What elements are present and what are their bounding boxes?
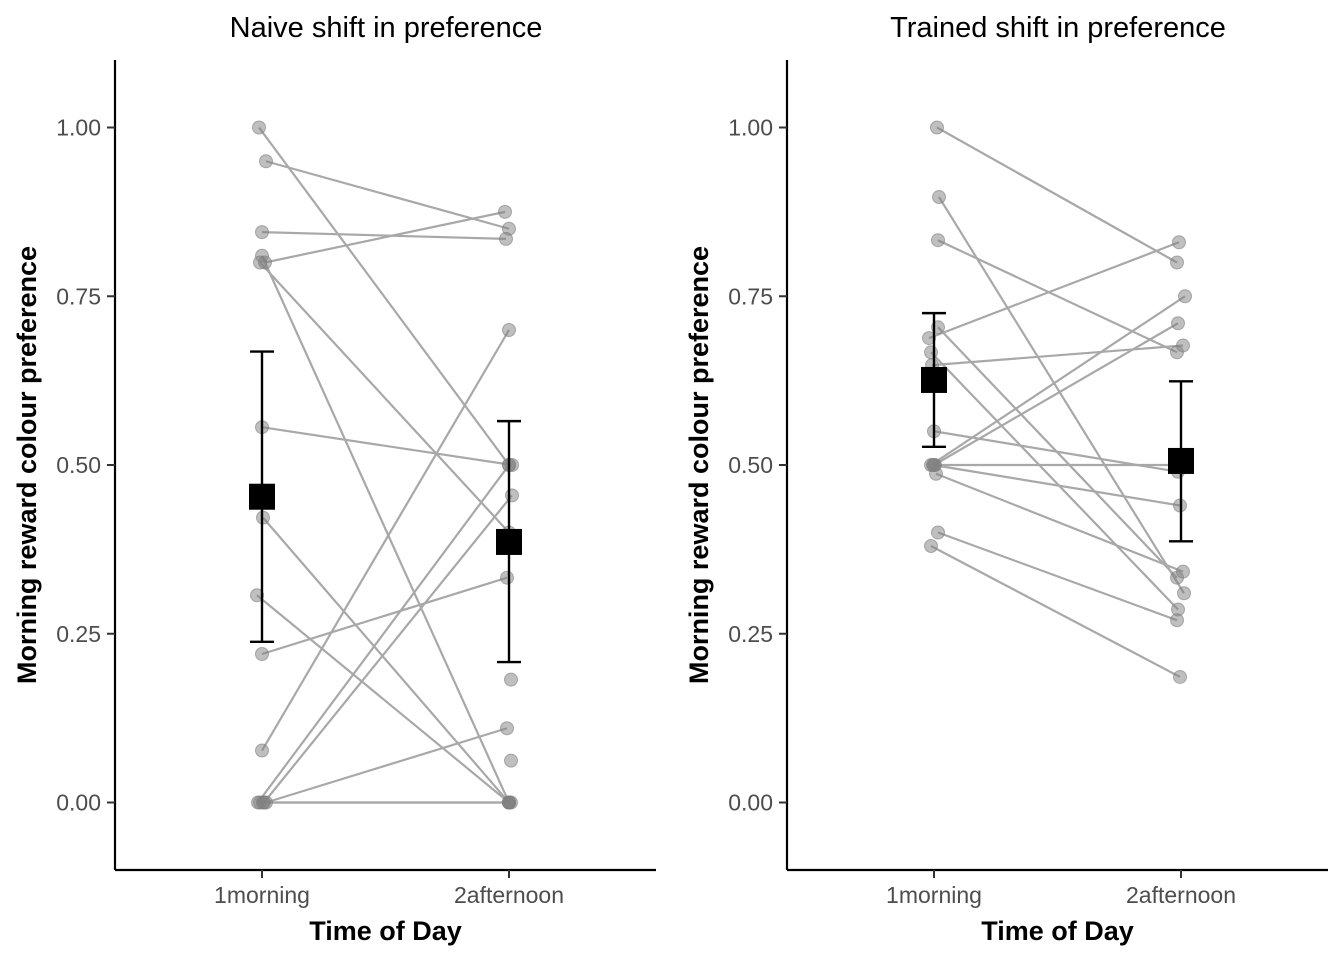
panel-1-pair-line: [261, 329, 510, 752]
panel-1-pair-line: [263, 494, 513, 804]
panel-1-point-morning: [259, 154, 273, 169]
panel-2-point-afternoon: [1170, 255, 1184, 270]
panel-2-pair-line: [937, 239, 1178, 354]
panel-1-pair-line: [264, 210, 506, 264]
panel-1-pair-line: [256, 594, 510, 804]
panel-1-point-morning: [255, 225, 269, 240]
panel-2-pair-line: [931, 344, 1184, 367]
panel-2-pair-line: [938, 196, 1185, 594]
panel-1-pair-line: [260, 255, 511, 803]
panel-1-y-tick-label: 0.25: [56, 621, 101, 647]
panel-2-x-tick-label: 1morning: [886, 882, 982, 908]
panel-1-point-morning: [253, 255, 267, 270]
panel-2-pair-line: [935, 472, 1184, 573]
panel-1-title: Naive shift in preference: [230, 12, 543, 44]
panel-2-point-morning: [924, 345, 938, 360]
panel-1-point-afternoon: [498, 204, 512, 219]
panel-2-point-afternoon: [1173, 669, 1187, 684]
panel-2-pair-line: [930, 545, 1181, 678]
panel-2-mean-marker: [921, 366, 947, 393]
panel-2-point-morning: [931, 233, 945, 248]
panel-2-y-tick-label: 0.75: [728, 283, 773, 309]
panel-2-point-morning: [930, 120, 944, 135]
panel-1-x-tick-label: 2afternoon: [454, 882, 564, 908]
panel-1-point-afternoon: [500, 721, 514, 736]
panel-2-point-afternoon: [1171, 316, 1185, 331]
panel-1-y-tick-label: 1.00: [56, 115, 101, 141]
panel-1-pair-line: [258, 126, 510, 466]
panel-1-pair-line: [262, 516, 510, 804]
panel-1-point-morning: [252, 120, 266, 135]
panel-2-point-morning: [931, 525, 945, 540]
panel-1-pair-line: [261, 426, 513, 467]
panel-1-point-morning: [256, 795, 270, 810]
panel-2-point-afternoon: [1178, 289, 1192, 304]
panel-2-y-tick-label: 0.50: [728, 452, 773, 478]
panel-1-point-afternoon: [505, 488, 519, 503]
panel-1-pair-line: [259, 261, 510, 534]
panel-1-point-afternoon: [504, 795, 518, 810]
panel-1-y-tick-label: 0.00: [56, 790, 101, 816]
panel-1-x-axis-title: Time of Day: [309, 916, 462, 946]
panel-2-y-tick-label: 1.00: [728, 115, 773, 141]
panel-2-point-morning: [929, 466, 943, 481]
panel-2-point-morning: [922, 331, 936, 346]
panel-1-point-afternoon: [499, 231, 513, 246]
panel-2-y-tick-label: 0.00: [728, 790, 773, 816]
panel-1-pair-line: [265, 727, 508, 804]
panel-1-pair-line: [257, 464, 510, 804]
panel-2-x-axis-title: Time of Day: [981, 916, 1134, 946]
panel-1-point-morning: [255, 743, 269, 758]
panel-1-pair-line: [261, 231, 507, 240]
panel-2-mean-marker: [1168, 447, 1194, 474]
panel-1-point-extra: [504, 672, 518, 687]
panel-1-point-afternoon: [502, 323, 516, 337]
panel-1-y-tick-label: 0.50: [56, 452, 101, 478]
panel-2-pair-line: [930, 351, 1179, 611]
panel-1-point-extra: [504, 753, 518, 768]
panel-2-pair-line: [930, 295, 1186, 466]
panel-1-point-morning: [255, 647, 269, 661]
panel-2-point-morning: [924, 539, 938, 553]
panel-2-pair-line: [933, 322, 1179, 466]
panel-1-x-tick-label: 1morning: [214, 882, 310, 908]
panel-2-point-afternoon: [1176, 564, 1190, 579]
panel-2-point-afternoon: [1176, 338, 1190, 353]
panel-1-point-morning: [250, 588, 264, 603]
panel-1-mean-marker: [249, 483, 275, 510]
panel-2-y-tick-label: 0.25: [728, 621, 773, 647]
panel-2-point-morning: [932, 190, 946, 205]
panel-1-mean-marker: [496, 528, 522, 555]
panel-1-pair-line: [261, 576, 508, 656]
panel-2-point-afternoon: [1177, 586, 1191, 601]
panel-1-y-axis-title: Morning reward colour preference: [12, 246, 42, 684]
panel-2-pair-line: [937, 531, 1178, 622]
panel-2-pair-line: [932, 463, 1181, 507]
panel-2-x-tick-label: 2afternoon: [1126, 882, 1236, 908]
panel-2-y-axis-title: Morning reward colour preference: [684, 246, 714, 684]
panel-2-pair-line: [928, 241, 1180, 340]
panel-1-pair-line: [265, 160, 510, 230]
panel-2-pair-line: [936, 126, 1178, 264]
panel-2-point-afternoon: [1170, 613, 1184, 628]
panel-1-y-tick-label: 0.75: [56, 283, 101, 309]
panel-2-title: Trained shift in preference: [890, 12, 1226, 44]
panel-2-point-afternoon: [1172, 235, 1186, 250]
panel-1-point-afternoon: [500, 570, 514, 585]
